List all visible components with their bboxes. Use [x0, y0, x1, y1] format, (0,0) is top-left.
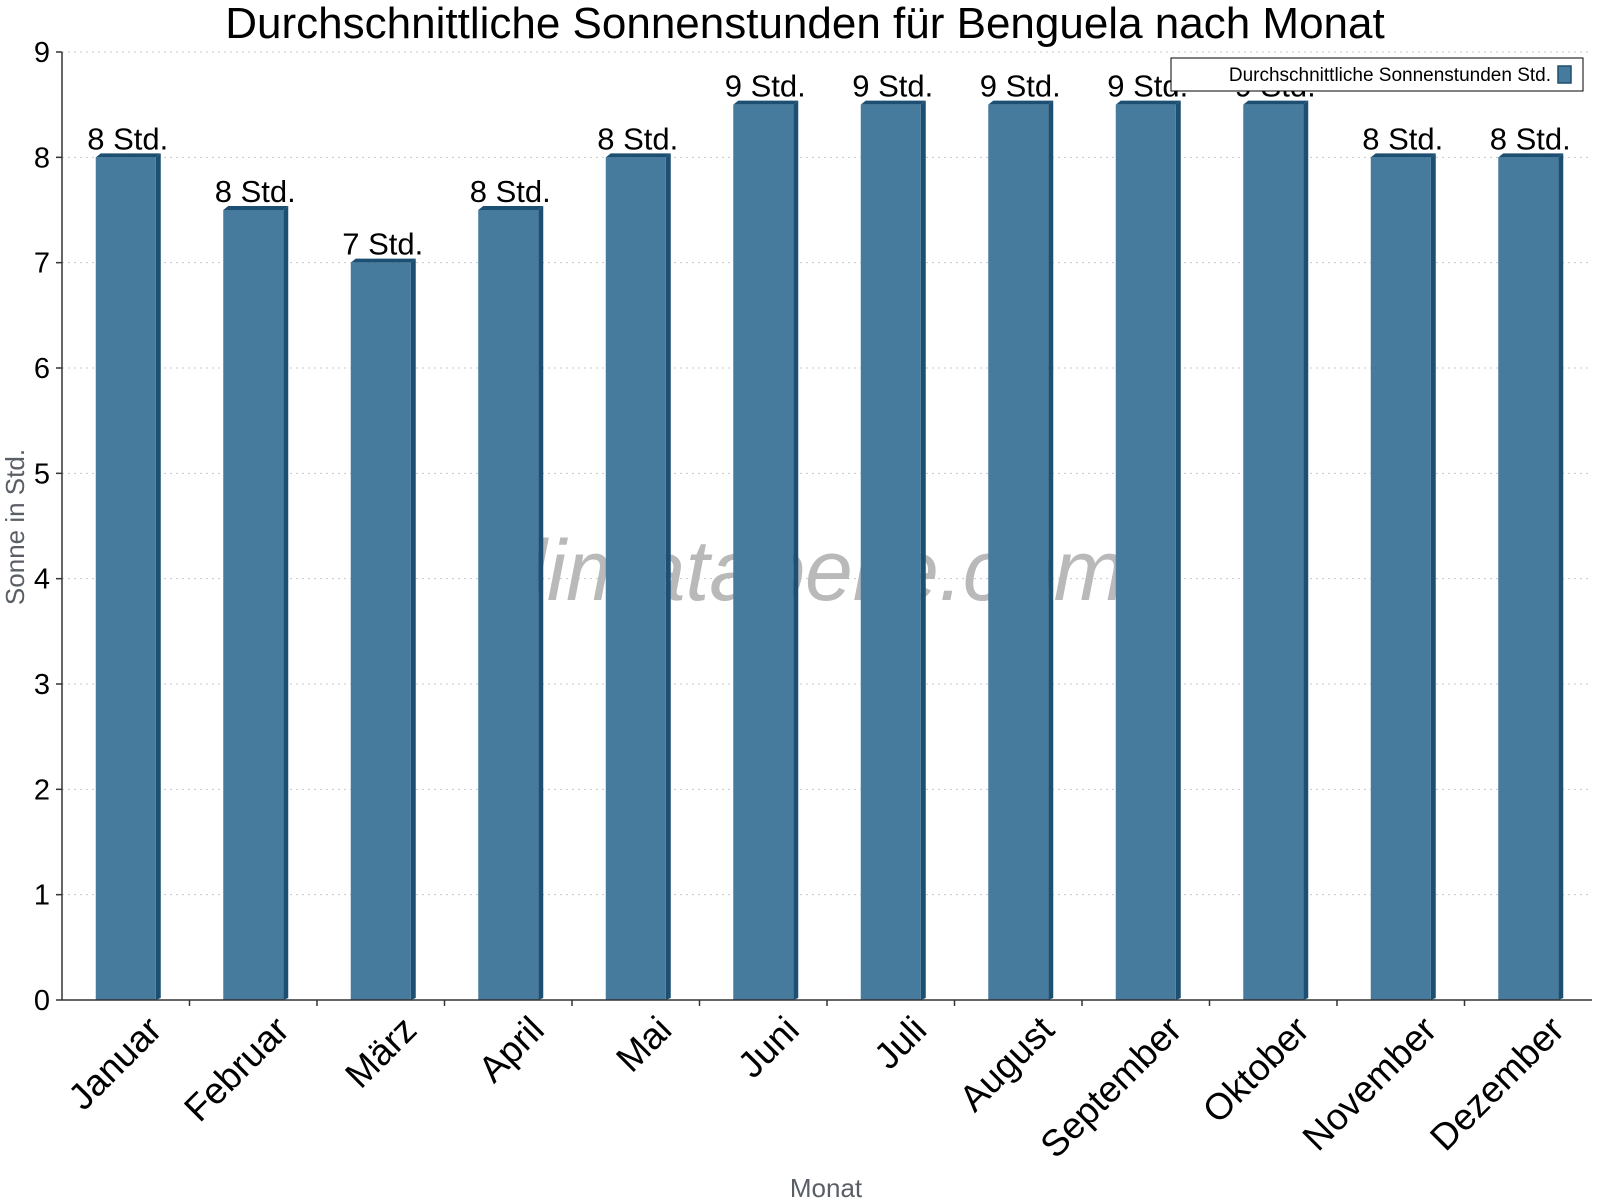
x-tick-label: Oktober [1195, 1009, 1317, 1131]
x-tick-label: Dezember [1422, 1009, 1572, 1159]
bar-side [1048, 100, 1054, 1000]
bar-november [1370, 153, 1436, 1001]
bar-side [410, 258, 416, 1001]
data-label: 9 Std. [725, 69, 806, 104]
legend: Durchschnittliche Sonnenstunden Std. [1170, 57, 1584, 92]
bar-juni [733, 100, 799, 1000]
bar-side [1303, 100, 1309, 1000]
bar-side [538, 206, 544, 1000]
y-tick-label: 6 [34, 353, 50, 385]
x-tick-label: März [337, 1009, 424, 1096]
bar-top [1370, 153, 1436, 158]
bar-side [920, 100, 926, 1000]
bar-top [733, 100, 799, 105]
x-tick-label: August [951, 1008, 1062, 1119]
data-label: 9 Std. [852, 69, 933, 104]
bar-side [283, 206, 289, 1000]
x-tick-label: Februar [176, 1009, 297, 1130]
bar-top [1115, 100, 1181, 105]
bars [95, 100, 1564, 1001]
bar-oktober [1243, 100, 1309, 1000]
data-labels: 8 Std. 8 Std. 7 Std. 8 Std. 8 Std. 9 Std. 9 St… [87, 69, 1571, 262]
data-label: 7 Std. [342, 227, 423, 262]
bar-side [155, 153, 161, 1001]
y-axis-title: Sonne in Std. [0, 449, 30, 605]
bar-side [1430, 153, 1436, 1001]
bar-side [1175, 100, 1181, 1000]
y-tick-label: 4 [34, 564, 50, 596]
data-label: 8 Std. [1362, 121, 1443, 156]
x-tick-label: Juli [866, 1009, 934, 1077]
bar-face [350, 262, 411, 1001]
data-label: 8 Std. [470, 174, 551, 209]
y-tick-label: 0 [34, 985, 50, 1017]
bar-face [1115, 104, 1176, 1000]
data-label: 9 Std. [980, 69, 1061, 104]
y-tick-label: 9 [34, 37, 50, 69]
bar-side [665, 153, 671, 1001]
bar-dezember [1498, 153, 1564, 1001]
bar-februar [223, 206, 289, 1000]
data-label: 8 Std. [87, 121, 168, 156]
y-tick-label: 2 [34, 774, 50, 806]
x-tick-label: Januar [60, 1009, 169, 1118]
y-tick-label: 7 [34, 248, 50, 280]
legend-label: Durchschnittliche Sonnenstunden Std. [1229, 65, 1551, 86]
bar-top [605, 153, 671, 158]
bar-märz [350, 258, 416, 1001]
x-axis-title: Monat [790, 1173, 863, 1200]
bar-top [95, 153, 161, 158]
x-tick-label: April [471, 1009, 552, 1090]
bar-top [860, 100, 926, 105]
bar-januar [95, 153, 161, 1001]
data-label: 8 Std. [215, 174, 296, 209]
bar-april [478, 206, 544, 1000]
x-tick-labels: Januar Februar März April Mai Juni Juli AugustS… [60, 1000, 1572, 1166]
bar-side [793, 100, 799, 1000]
bar-face [1243, 104, 1304, 1000]
bar-face [605, 157, 666, 1001]
chart-title: Durchschnittliche Sonnenstunden für Beng… [225, 0, 1384, 48]
bar-top [478, 206, 544, 210]
bar-september [1115, 100, 1181, 1000]
bar-face [1498, 157, 1559, 1001]
bar-face [988, 104, 1049, 1000]
x-tick-label: Mai [608, 1009, 679, 1080]
x-tick-label: November [1295, 1009, 1445, 1159]
y-tick-label: 3 [34, 669, 50, 701]
bar-side [1558, 153, 1564, 1001]
bar-mai [605, 153, 671, 1001]
bar-face [478, 210, 539, 1000]
legend-box [1170, 57, 1584, 92]
bar-august [988, 100, 1054, 1000]
data-label: 8 Std. [597, 121, 678, 156]
bar-face [733, 104, 794, 1000]
bar-face [860, 104, 921, 1000]
bar-top [350, 258, 416, 263]
bar-face [223, 210, 284, 1000]
legend-swatch [1557, 65, 1572, 84]
bar-face [1370, 157, 1431, 1001]
y-tick-labels: 0 1 2 3 4 5 6 7 8 9 [34, 37, 62, 1017]
y-tick-label: 5 [34, 458, 50, 490]
bar-top [988, 100, 1054, 105]
bar-face [95, 157, 156, 1001]
bar-juli [860, 100, 926, 1000]
y-tick-label: 8 [34, 142, 50, 174]
y-tick-label: 1 [34, 880, 50, 912]
x-tick-label: Juni [730, 1009, 807, 1086]
data-label: 8 Std. [1490, 121, 1571, 156]
bar-top [223, 206, 289, 210]
bar-top [1498, 153, 1564, 158]
bar-top [1243, 100, 1309, 105]
